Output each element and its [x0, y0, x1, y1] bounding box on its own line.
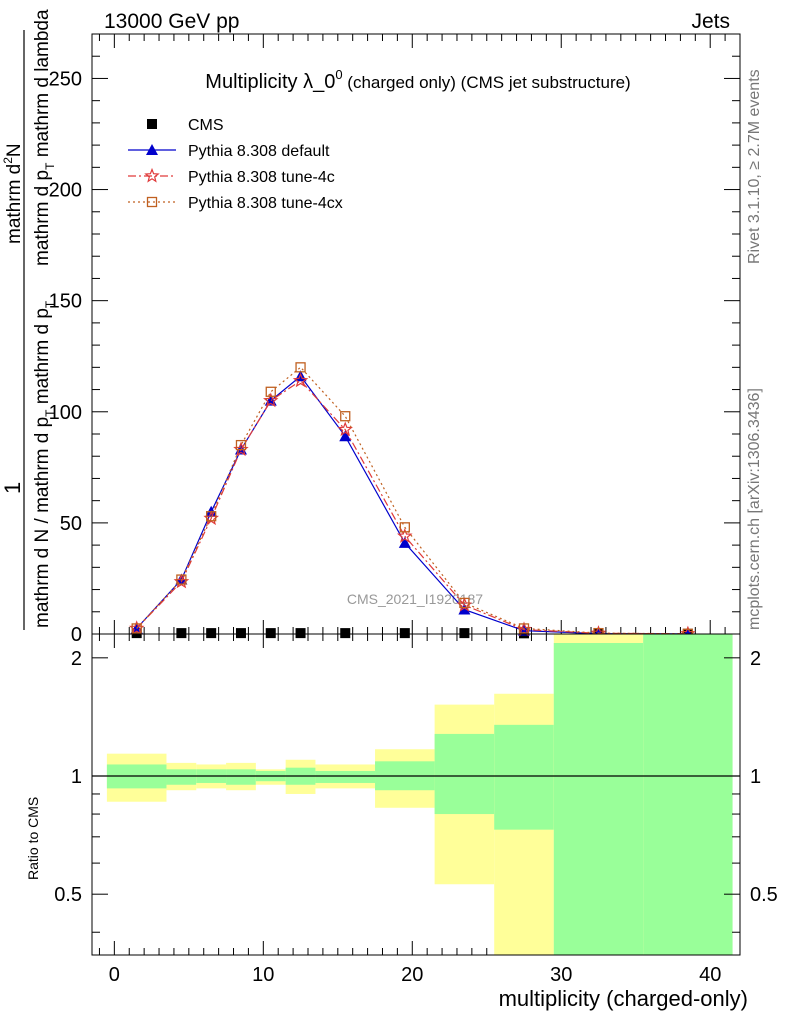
- ratio-y-tick-label-left: 2: [71, 648, 82, 670]
- legend-marker: [147, 119, 157, 129]
- ratio-y-axis-label: Ratio to CMS: [25, 797, 41, 880]
- data-point: [337, 421, 353, 437]
- y-tick-label: 200: [49, 180, 82, 202]
- ratio-band-inner-1: [166, 769, 197, 785]
- ratio-band-inner-11: [643, 634, 733, 955]
- ratio-band-inner-9: [494, 724, 554, 830]
- x-tick-label: 30: [550, 964, 572, 986]
- y-label-numerator: 1: [0, 482, 25, 494]
- legend-label: Pythia 8.308 default: [188, 143, 330, 160]
- data-point: [206, 628, 217, 639]
- data-point: [399, 522, 410, 533]
- data-point: [265, 628, 276, 639]
- y-label-den-right: mathrm d pT mathrm d lambda: [32, 9, 57, 266]
- data-point: [295, 628, 306, 639]
- ratio-band-inner-3: [226, 769, 256, 785]
- ratio-frame: [91, 633, 741, 956]
- mcplots-label: mcplots.cern.ch [arXiv:1306.3436]: [746, 388, 763, 630]
- ratio-band-inner-10: [553, 643, 644, 955]
- y-tick-label: 250: [49, 68, 82, 90]
- watermark-label: CMS_2021_I1920187: [347, 591, 483, 607]
- legend-label: Pythia 8.308 tune-4cx: [188, 195, 343, 212]
- legend-marker: [144, 167, 160, 183]
- series-line: [136, 379, 688, 635]
- data-point: [339, 430, 352, 442]
- header-energy-label: 13000 GeV pp: [104, 10, 239, 33]
- ratio-band-inner-8: [434, 733, 495, 815]
- data-point: [518, 623, 530, 634]
- data-point: [176, 574, 187, 585]
- ratio-y-tick-label-right: 1: [750, 766, 761, 788]
- data-point: [459, 628, 470, 639]
- legend-marker: [146, 144, 158, 155]
- data-point: [295, 362, 306, 373]
- data-point: [265, 386, 276, 397]
- chart-title: Multiplicity λ_00 (charged only) (CMS je…: [205, 67, 630, 93]
- x-tick-label: 20: [401, 964, 423, 986]
- ratio-band-inner-6: [315, 770, 376, 783]
- data-point: [235, 628, 246, 639]
- data-point: [292, 372, 309, 388]
- data-point: [398, 536, 411, 548]
- data-point: [340, 411, 351, 422]
- legend-label: Pythia 8.308 tune-4c: [188, 169, 335, 186]
- data-point: [176, 628, 187, 639]
- data-point: [263, 392, 279, 408]
- data-point: [235, 439, 247, 451]
- data-point: [131, 623, 142, 634]
- y-tick-label: 50: [60, 513, 82, 535]
- ratio-y-tick-label-left: 0.5: [54, 884, 82, 906]
- legend: CMS Pythia 8.308 default Pythia 8.308 tune…: [128, 117, 343, 212]
- y-tick-label: 100: [49, 402, 82, 424]
- header-process-label: Jets: [691, 10, 730, 33]
- y-tick-label: 150: [49, 291, 82, 313]
- data-point: [458, 603, 471, 615]
- legend-label: CMS: [188, 117, 224, 134]
- ratio-y-tick-label-right: 0.5: [750, 884, 778, 906]
- y-tick-label: 0: [71, 624, 82, 646]
- legend-marker: [146, 196, 158, 208]
- x-axis-label: multiplicity (charged-only): [499, 986, 748, 1011]
- data-point: [340, 628, 351, 639]
- x-tick-label: 0: [109, 964, 120, 986]
- series-line: [136, 366, 688, 635]
- ratio-y-tick-label-left: 1: [71, 766, 82, 788]
- series-line: [136, 375, 688, 635]
- main-y-axis-label: 1 mathrm d2N mathrm d pT mathrm d lambda ma…: [0, 9, 57, 630]
- y-label-top: mathrm d2N: [1, 143, 25, 244]
- x-tick-label: 10: [252, 964, 274, 986]
- data-point: [206, 511, 217, 522]
- data-point: [459, 597, 470, 609]
- ratio-y-tick-label-right: 2: [750, 648, 761, 670]
- data-point: [396, 528, 413, 543]
- x-tick-label: 40: [699, 964, 721, 986]
- rivet-version-label: Rivet 3.1.10, ≥ 2.7M events: [746, 69, 763, 264]
- y-label-den-left: mathrm d N / mathrm d pT mathrm d pT: [32, 300, 57, 628]
- data-point: [399, 628, 410, 639]
